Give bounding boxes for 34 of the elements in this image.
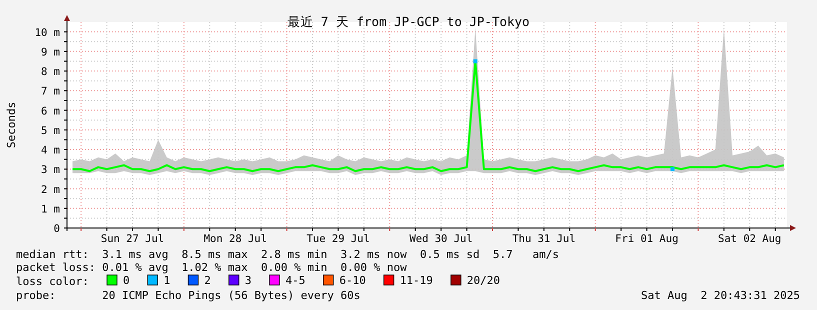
- x-tick-label: Fri 01 Aug: [615, 233, 678, 245]
- x-tick-label: Sat 02 Aug: [718, 233, 782, 245]
- y-tick-label: 9 m: [41, 46, 60, 58]
- y-tick-label: 7 m: [41, 86, 60, 98]
- legend-label: 2: [204, 274, 211, 287]
- y-tick-label: 0: [54, 223, 60, 235]
- chart-title: 最近 7 天 from JP-GCP to JP-Tokyo: [287, 14, 530, 29]
- legend-label: 3: [244, 274, 252, 287]
- x-tick-label: Tue 29 Jul: [306, 233, 370, 245]
- x-tick-label: Sun 27 Jul: [100, 233, 164, 245]
- legend-label: 6-10: [339, 274, 366, 287]
- legend-label: 11-19: [400, 274, 433, 287]
- y-tick-label: 2 m: [41, 184, 60, 196]
- legend-label: 20/20: [466, 274, 500, 287]
- text: packet loss: 0.01 % avg 1.02 % max 0.00 % min 0.00 % now: [16, 261, 408, 274]
- line-series: [72, 60, 785, 172]
- x-tick-label: Wed 30 Jul: [409, 233, 473, 245]
- y-tick-label: 6 m: [41, 105, 60, 118]
- legend-label: 0: [123, 274, 130, 287]
- x-tick-label: Mon 28 Jul: [204, 233, 267, 245]
- y-tick-label: 5 m: [41, 124, 60, 137]
- legend-label: 1: [164, 274, 170, 287]
- y-tick-label: 8 m: [41, 66, 60, 78]
- y-axis-title: Seconds: [5, 102, 18, 148]
- x-tick-label: Thu 31 Jul: [512, 233, 576, 245]
- y-tick-label: 3 m: [41, 164, 60, 176]
- y-tick-label: 4 m: [41, 144, 60, 157]
- legend-label: 4-5: [285, 274, 306, 287]
- text: probe: 20 ICMP Echo Pings (56 Bytes) every 60s: [16, 289, 360, 302]
- text: Sat Aug 2 20:43:31 2025: [641, 289, 800, 302]
- legend-title: loss color:: [16, 275, 89, 288]
- text: median rtt: 3.1 ms avg 8.5 ms max 2.8 ms min 3.2 ms now 0.5 ms sd 5.7 am/s: [16, 248, 560, 261]
- y-tick-label: 10 m: [34, 26, 60, 39]
- y-tick-label: 1 m: [41, 203, 60, 216]
